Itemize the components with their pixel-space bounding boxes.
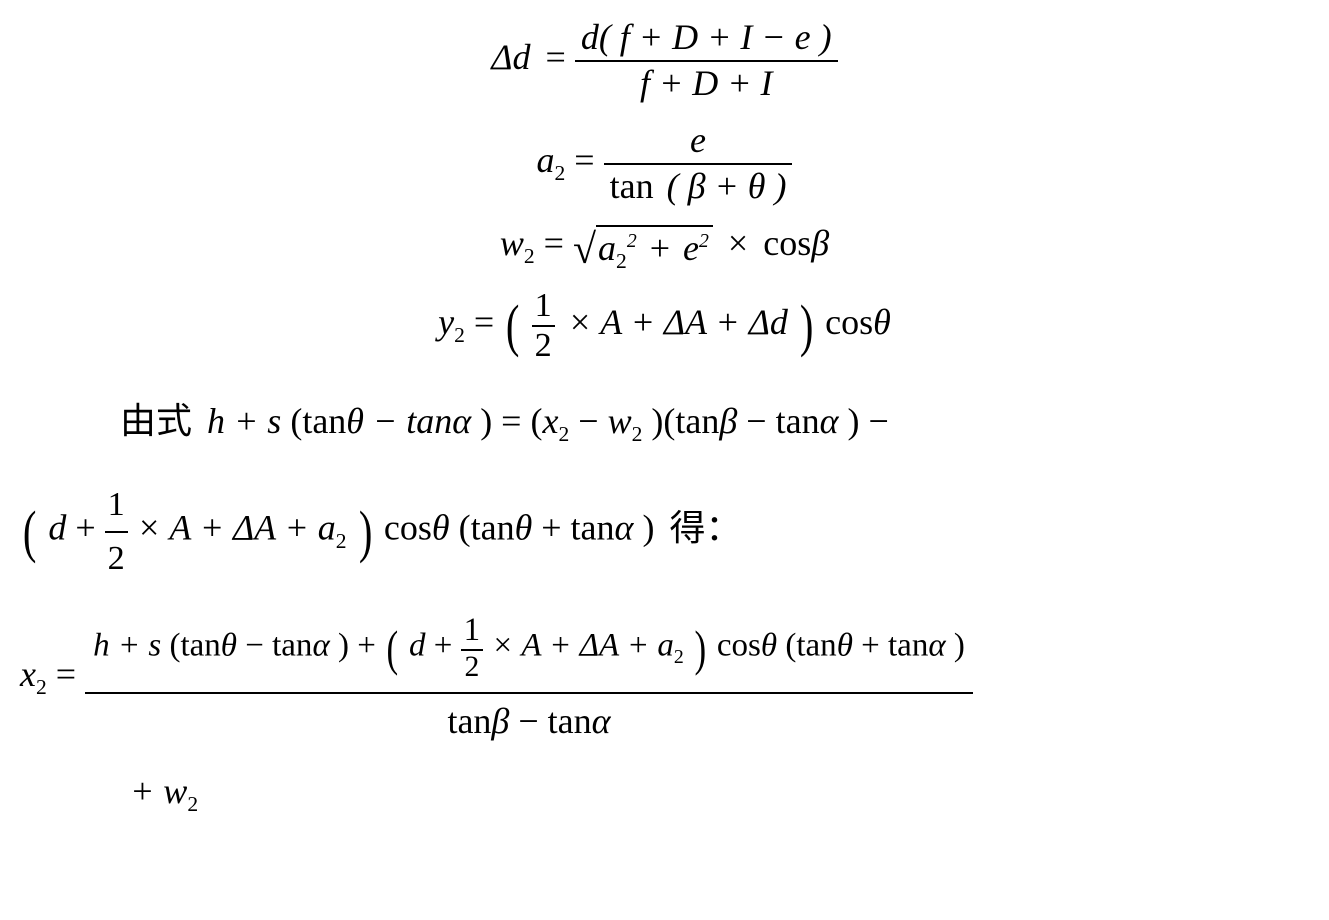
eq1-den: f + D + I bbox=[575, 62, 838, 104]
one-half: 1 2 bbox=[532, 287, 555, 364]
eq3-cos: cos bbox=[763, 223, 811, 263]
eq1-num-paren: ( f + D + I − e ) bbox=[599, 17, 832, 57]
one-half: 1 2 bbox=[461, 612, 484, 684]
eq3-plus: + bbox=[646, 228, 674, 268]
equation-w2: w2 = √ a22 + e2 × cosβ bbox=[20, 224, 1309, 269]
eq3-times: × bbox=[722, 223, 754, 263]
fraction: e tan ( β + θ ) bbox=[604, 121, 793, 206]
eq2-den-fn: tan bbox=[610, 166, 654, 206]
equation-delta-d: ΔΔdd = d( f + D + I − e ) f + D + I bbox=[20, 18, 1309, 103]
eq4-lhs: y bbox=[438, 302, 454, 342]
equation-x2: x2 = h + s (tanθ − tanα ) + ( d + 1 2 × … bbox=[20, 606, 1309, 742]
eq2-lhs: a bbox=[537, 140, 555, 180]
eq4-cos: cos bbox=[825, 302, 873, 342]
one-half: 1 2 bbox=[105, 479, 128, 584]
eq1-num-d: d bbox=[581, 17, 599, 57]
eq3-beta: β bbox=[811, 223, 829, 263]
equation-x2-tail: + w2 bbox=[20, 770, 1309, 812]
eq3-e: e bbox=[683, 228, 699, 268]
fraction: d( f + D + I − e ) f + D + I bbox=[575, 18, 838, 103]
cjk-youshi: 由式 bbox=[120, 401, 192, 441]
eq3-a: a bbox=[598, 228, 616, 268]
sqrt-sign: √ bbox=[573, 229, 596, 273]
prose-line-2: ( d + 1 2 × A + ΔA + a2 ) cosθ (tanθ + t… bbox=[20, 479, 1309, 584]
eq3-lhs-sub: 2 bbox=[524, 245, 535, 269]
sqrt: √ a22 + e2 bbox=[573, 225, 713, 269]
page: ΔΔdd = d( f + D + I − e ) f + D + I a2 =… bbox=[0, 0, 1329, 822]
eq4-rest: × A + ΔA + Δd bbox=[564, 302, 788, 342]
eq2-num: e bbox=[604, 121, 793, 165]
prose-line-1: 由式 h + s (tanθ − tanα ) = (x2 − w2 )(tan… bbox=[20, 382, 1309, 461]
eq2-den-arg: ( β + θ ) bbox=[663, 166, 787, 206]
equation-y2: y2 = ( 1 2 × A + ΔA + Δd ) cosθ bbox=[20, 287, 1309, 364]
cjk-de: 得： bbox=[663, 508, 741, 548]
eq2-lhs-sub: 2 bbox=[555, 161, 566, 185]
eq3-lhs: w bbox=[500, 223, 524, 263]
eq4-theta: θ bbox=[873, 302, 891, 342]
fraction: h + s (tanθ − tanα ) + ( d + 1 2 × A + Δ… bbox=[85, 606, 973, 742]
equation-a2: a2 = e tan ( β + θ ) bbox=[20, 121, 1309, 206]
